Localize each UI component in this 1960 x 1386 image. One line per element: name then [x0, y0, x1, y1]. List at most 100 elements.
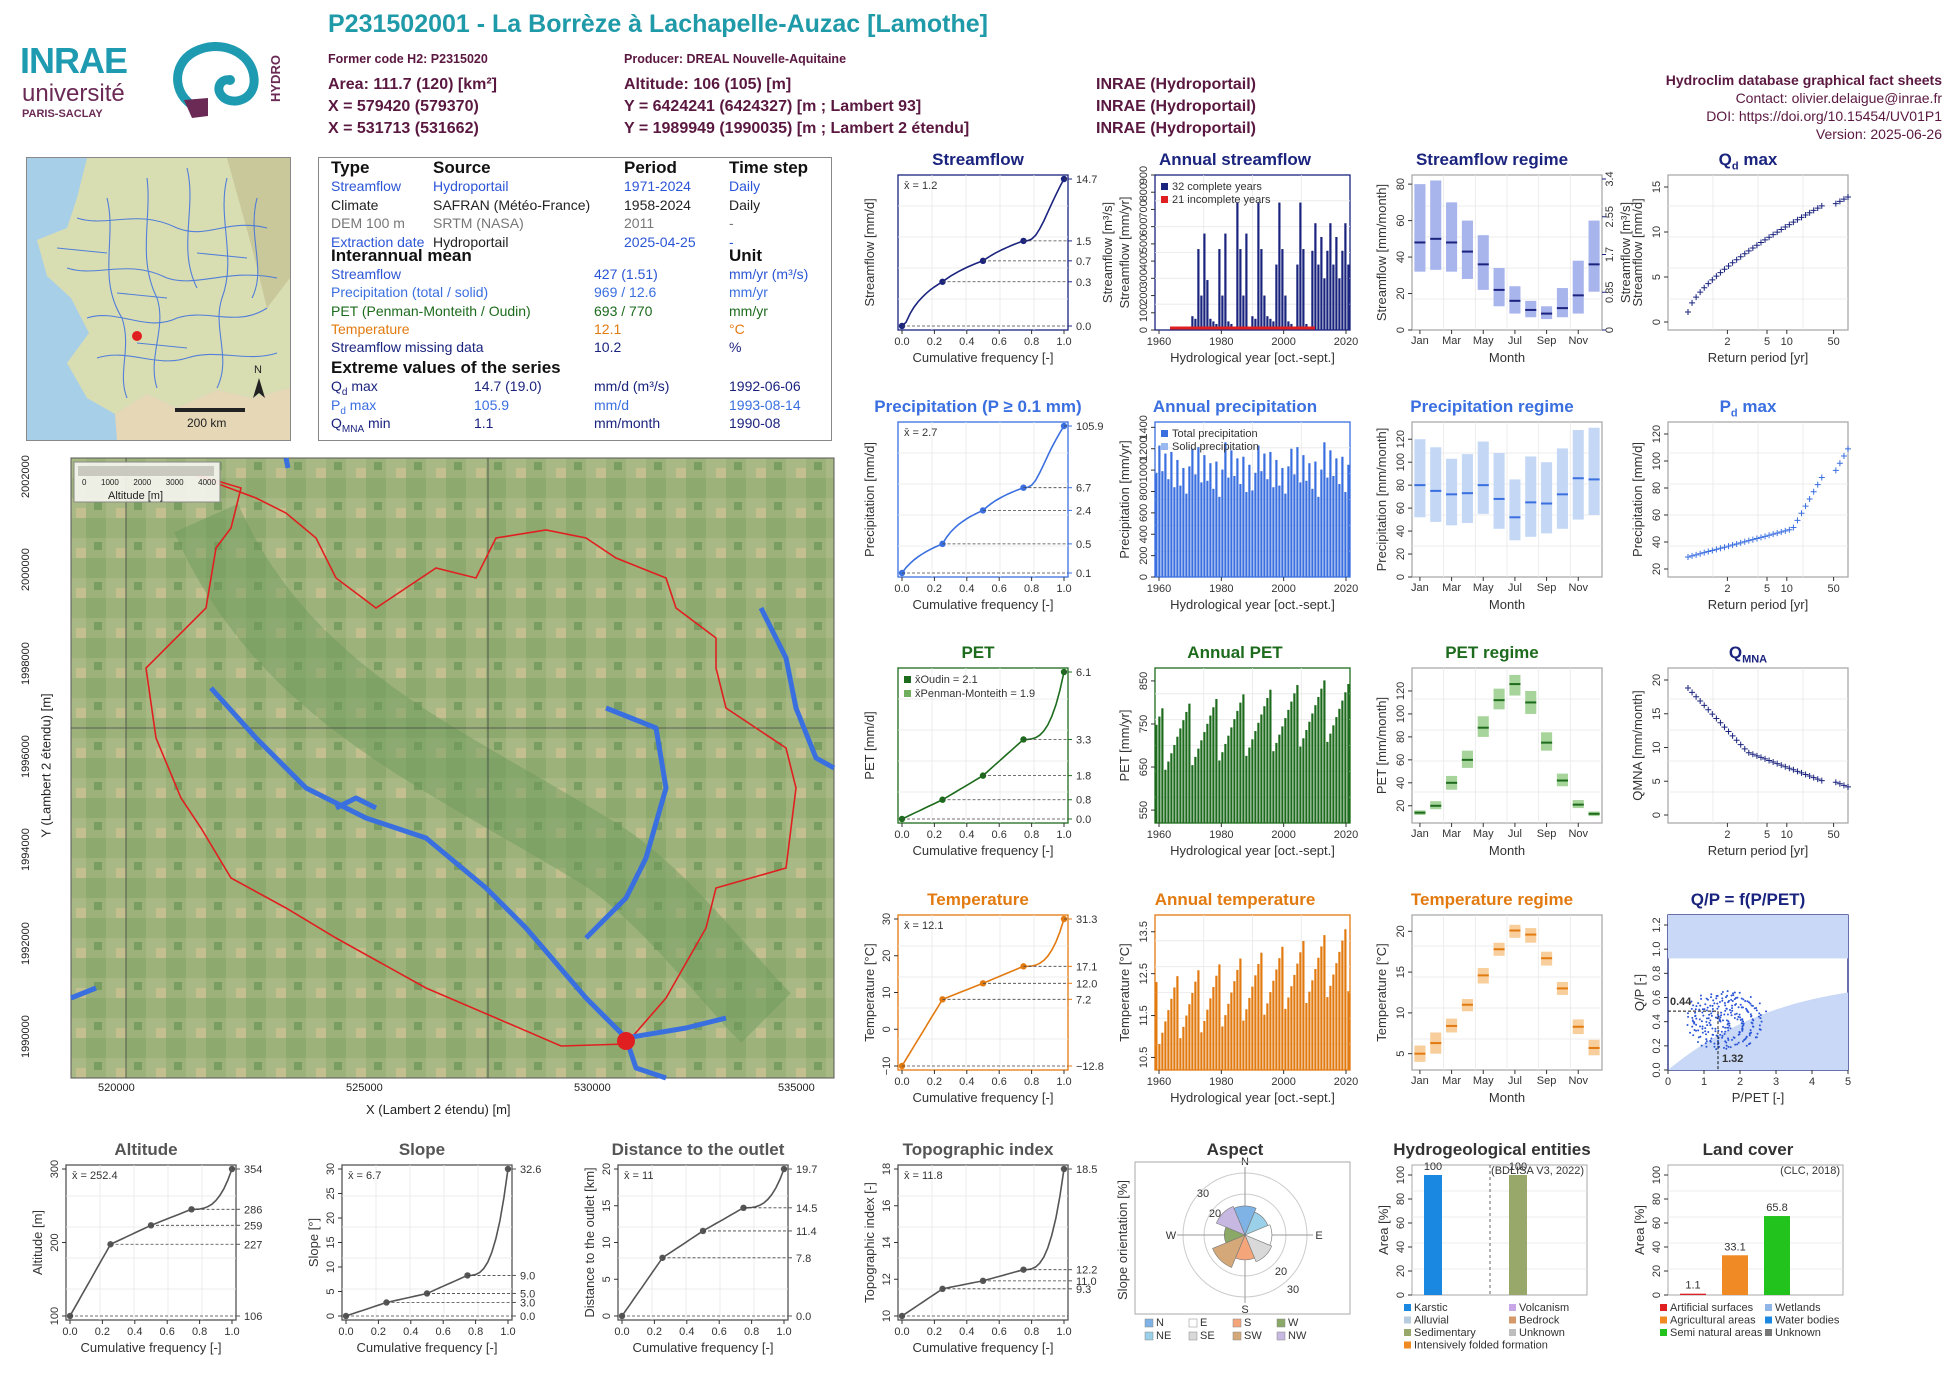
extreme-unit: mm/d — [594, 396, 629, 413]
rp-point — [1685, 309, 1691, 315]
qp-point — [1736, 1043, 1739, 1046]
annual-bar — [1236, 458, 1239, 577]
map-legend-tick: 2000 — [133, 478, 152, 487]
qp-point — [1691, 1016, 1694, 1019]
annual-bar — [1236, 202, 1239, 330]
annual-bar — [1329, 733, 1332, 823]
qp-point — [1713, 1042, 1716, 1045]
plot-frame — [897, 1164, 1069, 1321]
x-tick: Jul — [1508, 582, 1522, 594]
fdc-point — [1020, 736, 1027, 743]
table-row-source: Hydroportail — [433, 178, 509, 194]
rp-point — [1689, 299, 1696, 306]
annual-bar — [1335, 717, 1338, 823]
rp-point — [1845, 783, 1851, 790]
chart-svg-qd_max: 2 5 10 50 0 5 10 15 Return period [yr] Streamflow… — [1630, 174, 1851, 365]
qp-point — [1739, 1003, 1742, 1006]
qp-point — [1687, 1015, 1690, 1018]
y-tick: 20 — [601, 1163, 613, 1175]
legend-label: N — [1156, 1317, 1164, 1329]
qp-point — [1727, 1029, 1730, 1032]
annual-bar — [1338, 708, 1341, 823]
qp-point — [1739, 1016, 1742, 1019]
title-sub: d — [1731, 160, 1739, 173]
rp-point — [1806, 495, 1813, 502]
y-label: Temperature [°C] — [1374, 943, 1389, 1041]
annual-bar — [1188, 703, 1191, 823]
qp-point — [1723, 1013, 1726, 1016]
y-tick: 1.0 — [1651, 942, 1663, 957]
x-label: Cumulative frequency [-] — [357, 1340, 498, 1355]
mean-label: x̄ = 11.8 — [904, 1170, 943, 1182]
x-tick: 0.8 — [744, 1326, 759, 1338]
y-tick: 20 — [1651, 563, 1663, 575]
france-map-icon — [27, 158, 290, 440]
panel-altitude_hyps: Altitude 354 286 259 227 106 0.0 0.2 0.4 0.6 0.8 1.… — [26, 1140, 266, 1355]
legend-swatch — [1765, 1304, 1772, 1311]
annual-bar — [1278, 202, 1281, 330]
extreme-date: 1990-08 — [729, 415, 781, 431]
annual-bar — [1263, 453, 1266, 577]
legend-label: Solid precipitation — [1172, 441, 1259, 453]
annual-bar — [1227, 735, 1230, 823]
qp-point — [1704, 1042, 1707, 1045]
annual-bar — [1263, 706, 1266, 823]
doi: DOI: https://doi.org/10.15454/UV01P1 — [1706, 108, 1942, 124]
x-tick: 0 — [1665, 1076, 1671, 1088]
panel-title: Hydrogeological entities — [1393, 1140, 1591, 1159]
right-tick: 286 — [244, 1204, 262, 1216]
fdc-point — [1020, 237, 1027, 245]
x-tick: 2020 — [1334, 336, 1358, 348]
qp-point — [1758, 1002, 1761, 1005]
right-tick: 2.55 — [1604, 206, 1616, 227]
y-tick: 100 — [1395, 705, 1407, 723]
right-tick: 106 — [244, 1311, 262, 1323]
qp-point — [1734, 1043, 1737, 1046]
mean-label: Streamflow — [331, 266, 402, 282]
mean-label: x̄ = 6.7 — [348, 1170, 381, 1182]
qp-point — [1705, 1009, 1708, 1012]
qp-point — [1701, 1027, 1704, 1030]
regime-box — [1509, 479, 1521, 541]
legend-swatch — [1161, 443, 1168, 450]
bar — [1424, 1175, 1442, 1295]
x-tick: 50 — [1827, 336, 1839, 348]
extreme-label: QMNA min — [331, 415, 391, 435]
qp-point — [1707, 1031, 1710, 1034]
qp-point — [1736, 1018, 1739, 1021]
qp-point — [1750, 1021, 1753, 1024]
qp-point — [1743, 1038, 1746, 1041]
qp-point — [1739, 1018, 1742, 1021]
annual-bar — [1155, 472, 1158, 577]
annual-bar — [1203, 732, 1206, 823]
y-tick: 5 — [601, 1276, 613, 1282]
qp-point — [1727, 1037, 1729, 1040]
x-tick: Nov — [1568, 828, 1588, 840]
source-1: INRAE (Hydroportail) — [1096, 76, 1256, 93]
bar-value: 100 — [1424, 1161, 1442, 1173]
x-tick: 2 — [1737, 1076, 1743, 1088]
annual-bar — [1251, 986, 1254, 1070]
y-label: Precipitation [mm/yr] — [1117, 440, 1132, 558]
rp-point — [1737, 539, 1744, 546]
annual-bar — [1260, 471, 1263, 577]
annual-bar — [1239, 702, 1242, 823]
annual-bar — [1212, 321, 1215, 330]
y-tick: 100 — [49, 1307, 61, 1325]
annual-bar — [1263, 1014, 1266, 1070]
annual-bar — [1299, 952, 1302, 1070]
regime-box — [1493, 688, 1505, 710]
annual-bar — [1323, 680, 1326, 823]
panel-temp_fdc: Temperature 31.3 17.1 12.0 7.2 −12.8 0.0 0.2 0.4… — [858, 890, 1104, 1105]
aspect-dir: S — [1241, 1304, 1248, 1316]
right-tick: 0.5 — [1076, 539, 1091, 551]
annual-bar — [1200, 740, 1203, 823]
qp-point — [1738, 991, 1741, 994]
right-tick: 7.2 — [1076, 994, 1091, 1006]
qp-point — [1731, 1038, 1734, 1041]
annual-bar — [1341, 700, 1344, 823]
annual-bar — [1347, 684, 1350, 823]
rp-point — [1709, 711, 1716, 718]
x-label: Cumulative frequency [-] — [913, 350, 1054, 365]
